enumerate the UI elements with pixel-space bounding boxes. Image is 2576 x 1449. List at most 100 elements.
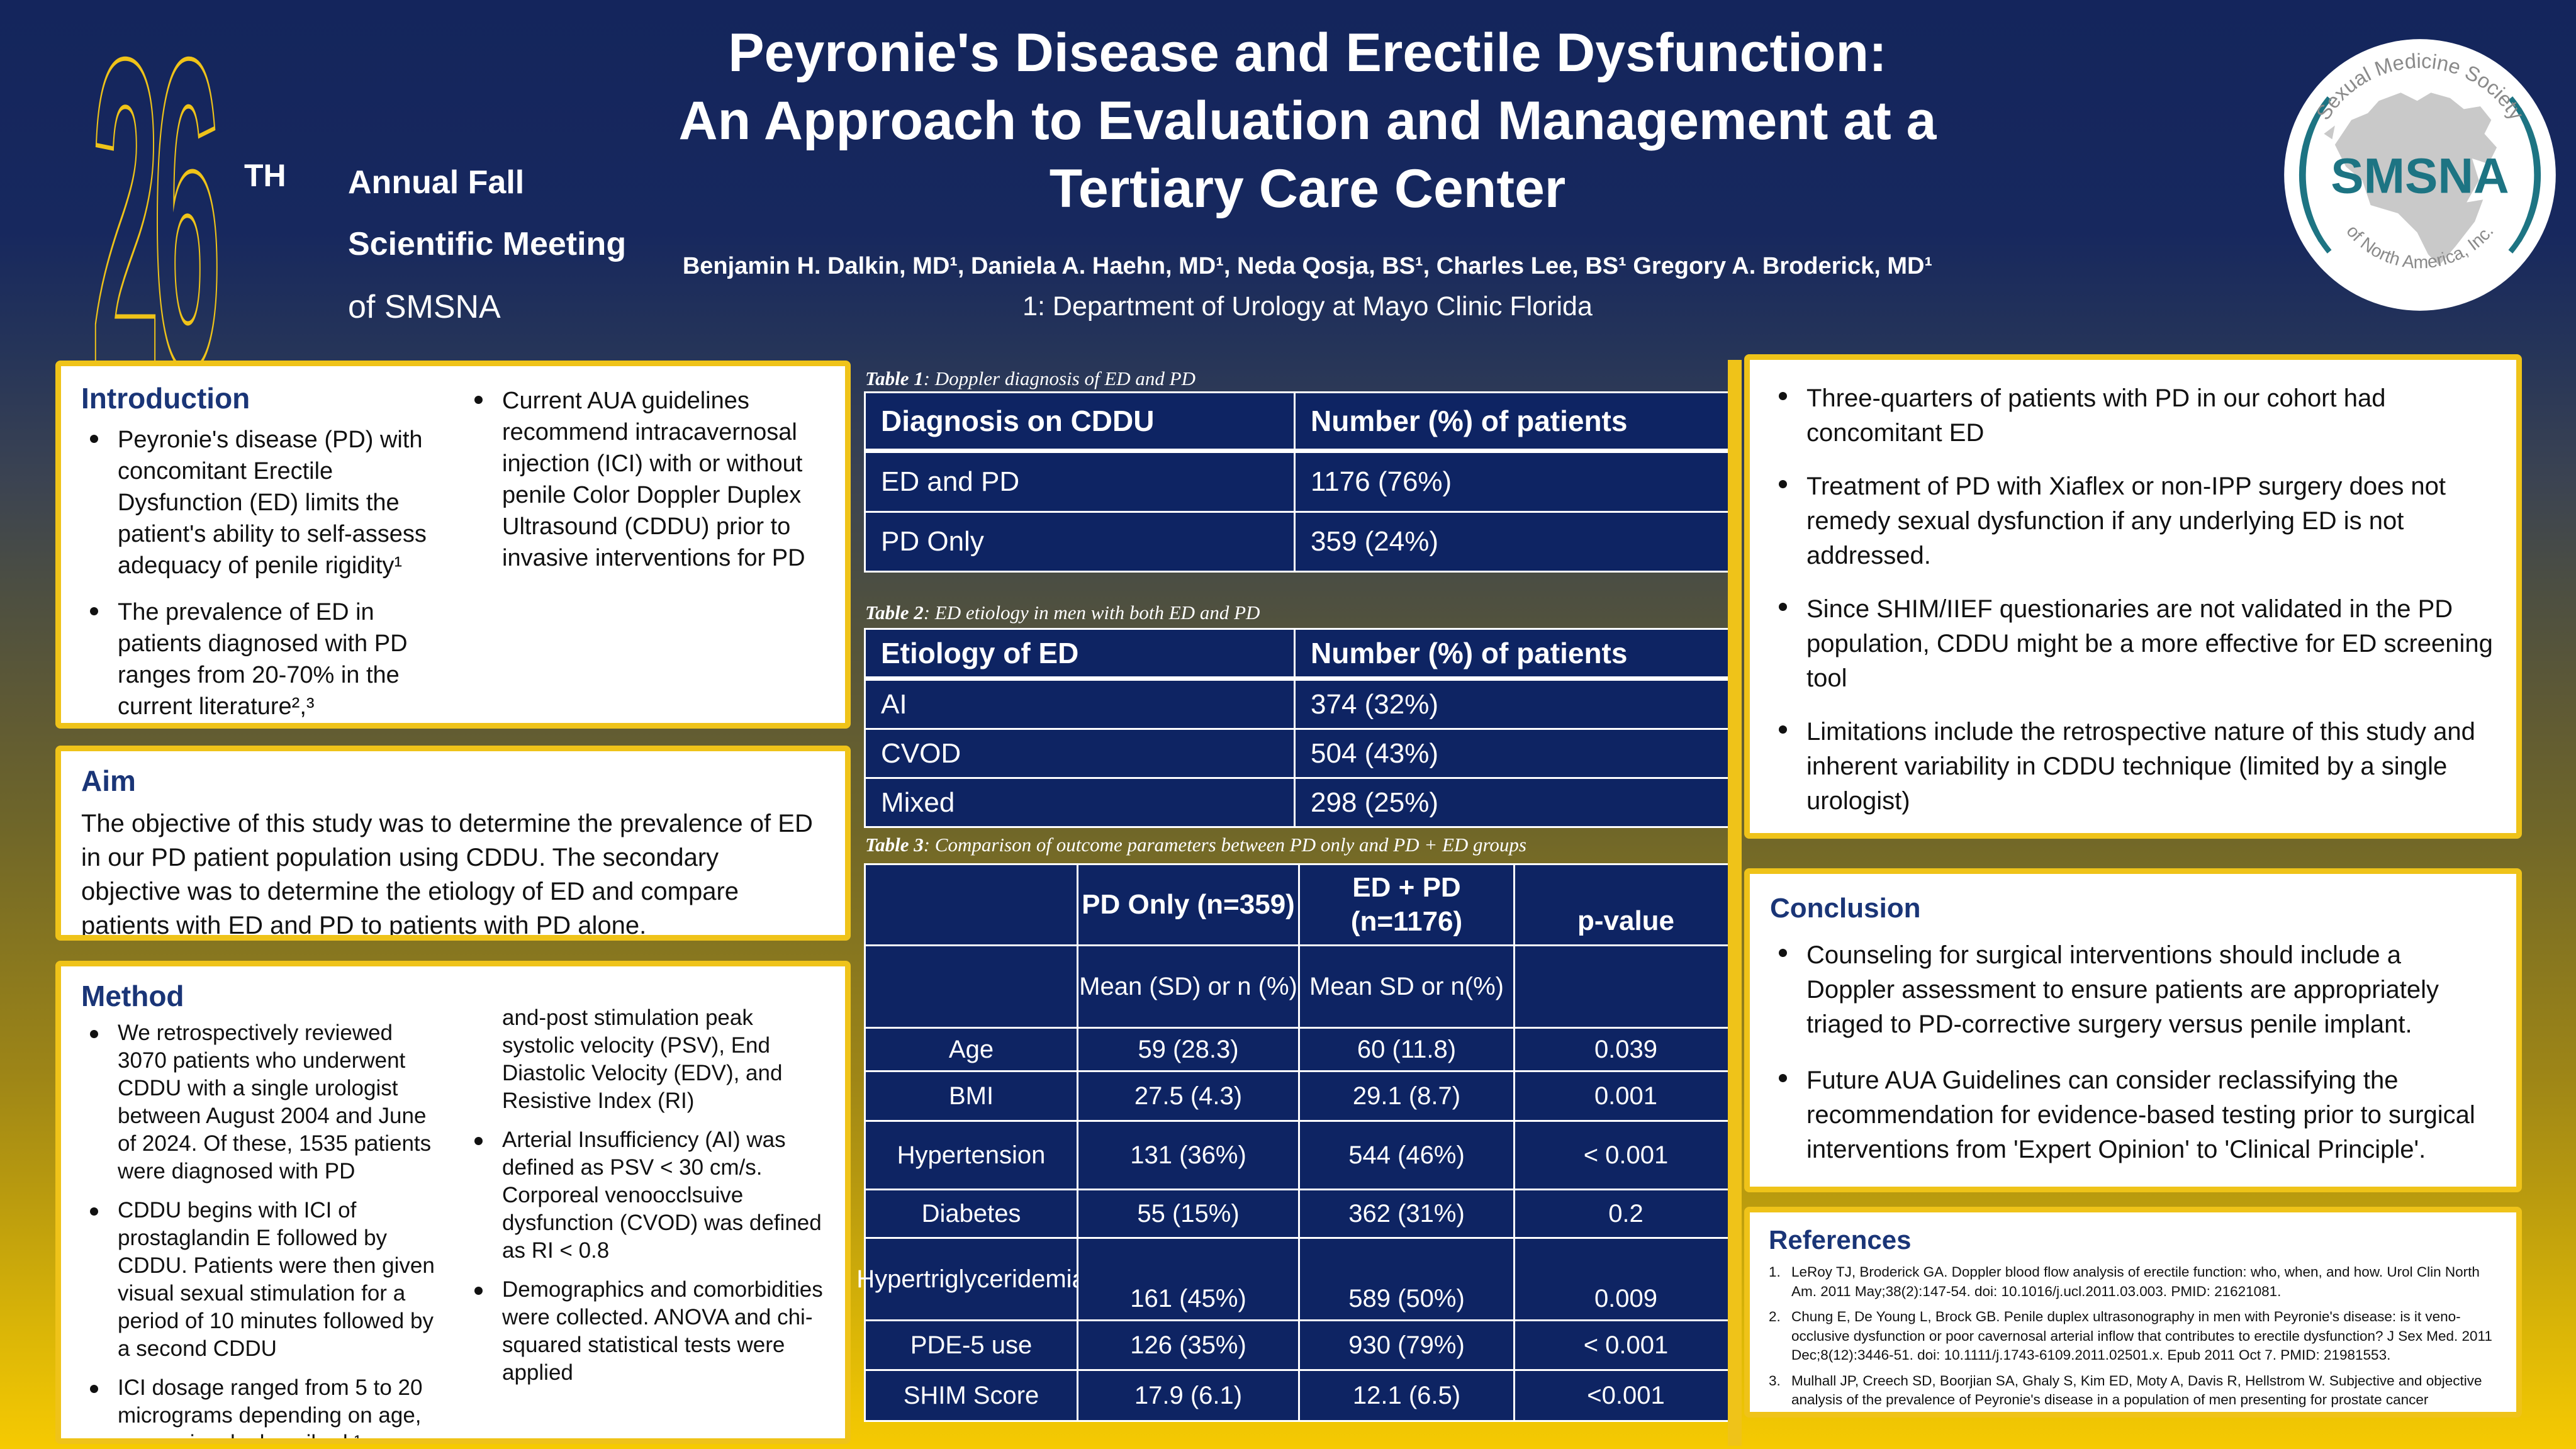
reference-text: LeRoy TJ, Broderick GA. Doppler blood fl… bbox=[1791, 1264, 2480, 1299]
reference-number: 2. bbox=[1769, 1309, 1781, 1324]
logo-line-of-smsna: of SMSNA bbox=[348, 289, 501, 325]
reference-item: 3. Mulhall JP, Creech SD, Boorjian SA, G… bbox=[1769, 1372, 2497, 1413]
table1-caption-text: : Doppler diagnosis of ED and PD bbox=[923, 367, 1196, 389]
table2: Etiology of ED Number (%) of patients AI… bbox=[864, 628, 1735, 828]
table2-caption-label: Table 2 bbox=[865, 601, 924, 624]
table3-cell: < 0.001 bbox=[1515, 1122, 1737, 1189]
table1-cell: 359 (24%) bbox=[1296, 513, 1733, 571]
table3-header-cell bbox=[866, 865, 1077, 944]
table3-cell: 27.5 (4.3) bbox=[1078, 1072, 1298, 1120]
list-item: Arterial Insufficiency (AI) was defined … bbox=[466, 1126, 825, 1265]
table2-caption-text: : ED etiology in men with both ED and PD bbox=[923, 601, 1260, 624]
aim-heading: Aim bbox=[81, 764, 136, 797]
table3-row-label: SHIM Score bbox=[866, 1371, 1077, 1420]
list-item: The prevalence of ED in patients diagnos… bbox=[81, 596, 440, 722]
table3-cell: 0.009 bbox=[1515, 1239, 1737, 1319]
table1-cell: 1176 (76%) bbox=[1296, 453, 1733, 511]
table3-cell: 0.001 bbox=[1515, 1072, 1737, 1120]
table3-cell: 59 (28.3) bbox=[1078, 1029, 1298, 1070]
table3-subheader-cell: Mean (SD) or n (%) bbox=[1078, 946, 1298, 1027]
table3-row-label: Hypertriglyceridemia bbox=[856, 1239, 1086, 1319]
table3-subheader-cell bbox=[866, 946, 1077, 1027]
list-item: Since SHIM/IIEF questionaries are not va… bbox=[1770, 592, 2496, 696]
references-heading: References bbox=[1769, 1225, 1912, 1255]
table3-cell: < 0.001 bbox=[1515, 1321, 1737, 1369]
method-continuation-text: and-post stimulation peak systolic veloc… bbox=[502, 1005, 783, 1113]
poster-title: Peyronie's Disease and Erectile Dysfunct… bbox=[598, 19, 2017, 223]
table3-cell: 17.9 (6.1) bbox=[1078, 1371, 1298, 1420]
conclusion-box: Conclusion Counseling for surgical inter… bbox=[1744, 868, 2522, 1192]
affiliation-line: 1: Department of Urology at Mayo Clinic … bbox=[1022, 291, 1593, 322]
title-line-3: Tertiary Care Center bbox=[1049, 159, 1566, 219]
table3-cell: 544 (46%) bbox=[1300, 1122, 1513, 1189]
discussion-box: Three-quarters of patients with PD in ou… bbox=[1744, 354, 2522, 839]
table3-cell: 55 (15%) bbox=[1078, 1190, 1298, 1237]
method-col-1: Method We retrospectively reviewed 3070 … bbox=[81, 979, 440, 1438]
reference-item: 2. Chung E, De Young L, Brock GB. Penile… bbox=[1769, 1307, 2497, 1365]
table2-header-cell: Number (%) of patients bbox=[1296, 630, 1733, 679]
table3: PD Only (n=359) ED + PD (n=1176) p-value… bbox=[856, 863, 1739, 1422]
list-item: Peyronie's disease (PD) with concomitant… bbox=[81, 424, 440, 581]
method-col-2: and-post stimulation peak systolic veloc… bbox=[466, 979, 825, 1438]
table2-cell: Mixed bbox=[866, 779, 1294, 826]
list-item: ICI dosage ranged from 5 to 20 microgram… bbox=[81, 1374, 440, 1438]
references-box: References 1. LeRoy TJ, Broderick GA. Do… bbox=[1744, 1207, 2522, 1418]
table1: Diagnosis on CDDU Number (%) of patients… bbox=[864, 391, 1735, 573]
table1-caption-label: Table 1 bbox=[865, 367, 924, 389]
list-item: We retrospectively reviewed 3070 patient… bbox=[81, 1019, 440, 1185]
title-line-1: Peyronie's Disease and Erectile Dysfunct… bbox=[728, 23, 1887, 83]
table3-cell: 930 (79%) bbox=[1300, 1321, 1513, 1369]
reference-number: 3. bbox=[1769, 1372, 1781, 1389]
smsna-wordmark: SMSNA bbox=[2331, 148, 2509, 203]
list-item: Counseling for surgical interventions sh… bbox=[1770, 938, 2496, 1042]
table3-caption-text: : Comparison of outcome parameters betwe… bbox=[923, 834, 1526, 856]
introduction-box: Introduction Peyronie's disease (PD) wit… bbox=[55, 361, 851, 729]
north-america-map-shape bbox=[2324, 92, 2497, 266]
table3-row-label: Diabetes bbox=[866, 1190, 1077, 1237]
table3-cell: 0.039 bbox=[1515, 1029, 1737, 1070]
table3-header-cell: ED + PD (n=1176) bbox=[1300, 865, 1513, 944]
table3-cell: 29.1 (8.7) bbox=[1300, 1072, 1513, 1120]
title-line-2: An Approach to Evaluation and Management… bbox=[678, 91, 1937, 151]
list-item: Demographics and comorbidities were coll… bbox=[466, 1276, 825, 1387]
table3-cell: 60 (11.8) bbox=[1300, 1029, 1513, 1070]
table3-row-label: PDE-5 use bbox=[866, 1321, 1077, 1369]
table1-header-cell: Number (%) of patients bbox=[1296, 393, 1733, 451]
reference-text: Chung E, De Young L, Brock GB. Penile du… bbox=[1791, 1309, 2492, 1363]
table3-row-label: Hypertension bbox=[866, 1122, 1077, 1189]
method-box: Method We retrospectively reviewed 3070 … bbox=[55, 961, 851, 1444]
table2-cell: 298 (25%) bbox=[1296, 779, 1733, 826]
introduction-heading: Introduction bbox=[81, 382, 250, 415]
table3-cell: 362 (31%) bbox=[1300, 1190, 1513, 1237]
aim-box: Aim The objective of this study was to d… bbox=[55, 746, 851, 941]
table3-cell: 12.1 (6.5) bbox=[1300, 1371, 1513, 1420]
table3-caption: Table 3: Comparison of outcome parameter… bbox=[865, 834, 1526, 856]
table3-cell: 0.2 bbox=[1515, 1190, 1737, 1237]
table3-header-cell: p-value bbox=[1515, 865, 1737, 944]
list-item: Future AUA Guidelines can consider recla… bbox=[1770, 1063, 2496, 1167]
table2-cell: CVOD bbox=[866, 730, 1294, 777]
table3-cell: 589 (50%) bbox=[1300, 1239, 1513, 1319]
introduction-col-2: Current AUA guidelines recommend intraca… bbox=[466, 381, 825, 723]
table1-cell: ED and PD bbox=[866, 453, 1294, 511]
table3-cell: 161 (45%) bbox=[1078, 1239, 1298, 1319]
table2-cell: 374 (32%) bbox=[1296, 681, 1733, 728]
table2-caption: Table 2: ED etiology in men with both ED… bbox=[865, 601, 1260, 624]
list-item: Treatment of PD with Xiaflex or non-IPP … bbox=[1770, 469, 2496, 573]
list-item: CDDU begins with ICI of prostaglandin E … bbox=[81, 1197, 440, 1363]
introduction-col-1: Introduction Peyronie's disease (PD) wit… bbox=[81, 381, 440, 723]
logo-line-scientific-meeting: Scientific Meeting bbox=[348, 226, 627, 262]
table3-subheader-cell: Mean SD or n(%) bbox=[1300, 946, 1513, 1027]
method-heading: Method bbox=[81, 980, 184, 1012]
title-block: Peyronie's Disease and Erectile Dysfunct… bbox=[598, 19, 2017, 322]
smsna-logo: Sexual Medicine Society of North America… bbox=[2284, 39, 2556, 311]
logo-side-arcs bbox=[2299, 96, 2541, 254]
table3-header-cell: PD Only (n=359) bbox=[1078, 865, 1298, 944]
reference-text: Mulhall JP, Creech SD, Boorjian SA, Ghal… bbox=[1791, 1372, 2482, 1413]
reference-number: 1. bbox=[1769, 1264, 1781, 1280]
column-divider bbox=[1728, 360, 1742, 1446]
conclusion-heading: Conclusion bbox=[1770, 893, 1921, 924]
reference-item: 1. LeRoy TJ, Broderick GA. Doppler blood… bbox=[1769, 1263, 2497, 1301]
table3-row-label: Age bbox=[866, 1029, 1077, 1070]
